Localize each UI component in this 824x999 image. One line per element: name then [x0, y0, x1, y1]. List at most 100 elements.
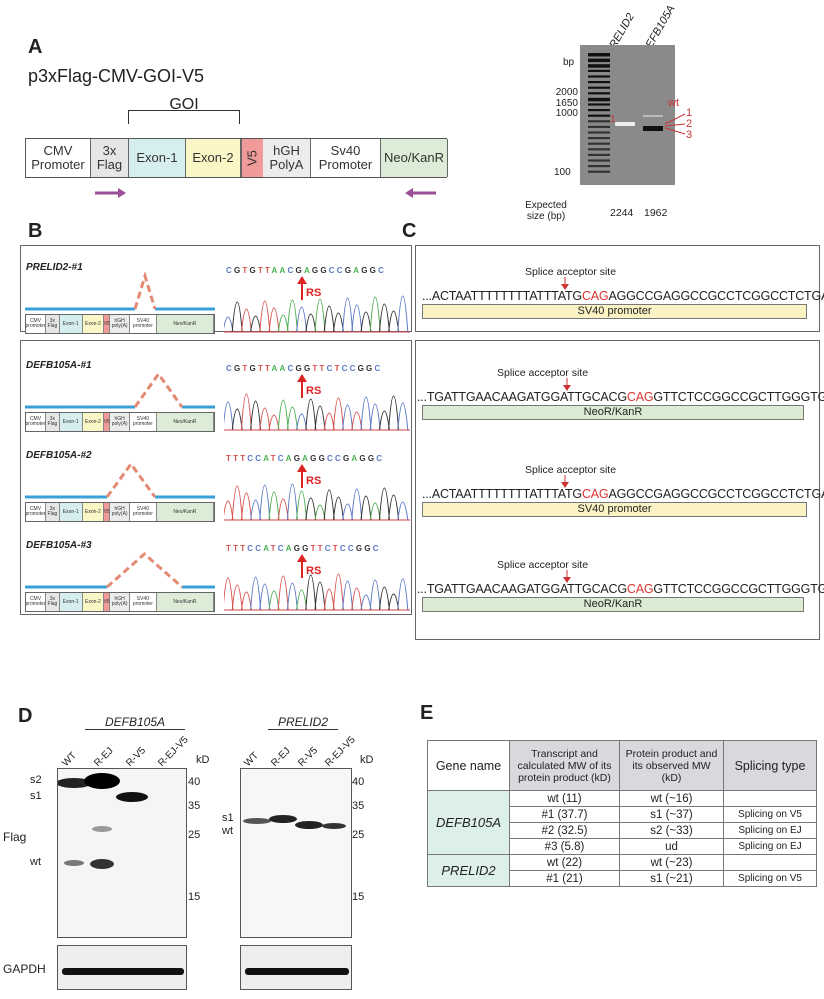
lane-label: R-EJ: [92, 745, 116, 769]
sequence-read: TTTCCATCAGAGGCCGAGGC: [226, 454, 385, 463]
mini-segment: CMV promoter: [26, 593, 46, 611]
band-number-labels: 1 2 3: [686, 107, 693, 141]
mini-construct: CMV promoter 3x Flag Exon-1 Exon-2 V5 hGH pol…: [25, 502, 215, 522]
table-cell: wt (11): [509, 790, 620, 807]
plasmid-title: p3xFlag-CMV-GOI-V5: [28, 66, 205, 86]
cag-motif: CAG: [626, 390, 654, 404]
mini-segment: hGH poly(A): [110, 593, 131, 611]
cag-motif: CAG: [581, 289, 609, 303]
splice-junction-line: [133, 272, 157, 310]
cag-motif: CAG: [626, 582, 654, 596]
mini-segment: V5: [104, 503, 111, 521]
rs-arrow-icon: [297, 276, 307, 300]
acceptor-arrow-icon: [561, 277, 569, 290]
cag-motif: CAG: [581, 487, 609, 501]
mini-segment: Exon-1: [59, 315, 83, 333]
band-s2: s2: [30, 774, 42, 786]
region-bar: NeoR/KanR: [422, 597, 804, 612]
clone-label: DEFB105A-#2: [26, 450, 92, 461]
mini-segment: Exon-1: [59, 413, 83, 431]
table-cell: Splicing on EJ: [723, 838, 817, 855]
sequence-read: CGTGTTAACGGTTCTCCGGC: [226, 364, 383, 373]
sequence-read: CGTGTTAACGAGGCCGAGGC: [226, 266, 387, 275]
mw-marker: 25: [352, 829, 365, 841]
splice-junction-line: [133, 371, 184, 408]
primer-arrows: [95, 188, 436, 198]
mini-segment: SV40 promoter: [130, 503, 157, 521]
lane-label: WT: [60, 750, 79, 769]
table-cell: s1 (~21): [619, 870, 724, 887]
mini-segment: Exon-2: [82, 413, 105, 431]
mini-segment: 3x Flag: [46, 593, 60, 611]
mini-segment: Neo/KanR: [156, 503, 214, 521]
mini-segment: Neo/KanR: [156, 413, 214, 431]
mini-segment: V5: [104, 413, 111, 431]
mini-segment: Exon-2: [82, 593, 105, 611]
genomic-sequence: ...ACTAATTTTTTTTATTTATGCAGAGGCCGAGGCCGCC…: [422, 289, 824, 303]
region-bar: SV40 promoter: [422, 502, 807, 517]
rs-arrow-icon: [297, 554, 307, 578]
splice-acceptor-label: Splice acceptor site: [497, 559, 589, 571]
table-cell: Splicing on V5: [723, 806, 817, 823]
splice-diagram: [25, 371, 215, 409]
table-cell: #3 (5.8): [509, 838, 620, 855]
table-cell: #1 (21): [509, 870, 620, 887]
mini-segment: 3x Flag: [46, 315, 60, 333]
blot-prelid2-gapdh: [240, 945, 352, 990]
mw-marker: 35: [188, 800, 201, 812]
splicing-table: Gene name Transcript and calculated MW o…: [427, 740, 817, 887]
goi-bracket: [128, 110, 240, 124]
mini-construct: CMV promoter 3x Flag Exon-1 Exon-2 V5 hGH pol…: [25, 314, 215, 334]
rs-arrow-icon: [297, 464, 307, 488]
blot-left-gene: DEFB105A: [85, 715, 185, 730]
mini-segment: Exon-2: [82, 503, 105, 521]
mini-segment: Exon-1: [59, 593, 83, 611]
clone-label: DEFB105A-#3: [26, 540, 92, 551]
splice-diagram: [25, 461, 215, 499]
mw-marker: 15: [352, 891, 365, 903]
rs-arrow-icon: [297, 374, 307, 398]
plasmid-map: CMV Promoter 3x Flag Exon-1 Exon-2 V5 hGH Pol…: [25, 138, 448, 178]
gene-cell: PRELID2: [427, 854, 510, 887]
table-row: DEFB105A wt (11) wt (~16): [427, 790, 817, 855]
mini-segment: CMV promoter: [26, 503, 46, 521]
expected-size-label: Expected size (bp): [525, 200, 567, 222]
table-cell: Splicing on EJ: [723, 822, 817, 839]
segment-sv40-promoter: Sv40 Promoter: [311, 139, 381, 177]
splice-acceptor-label: Splice acceptor site: [525, 464, 617, 476]
acceptor-arrow-icon: [563, 378, 571, 391]
mini-segment: Exon-1: [59, 503, 83, 521]
flag-label: Flag: [3, 830, 27, 844]
mini-segment: V5: [104, 315, 111, 333]
blot-defb105a-flag: [57, 768, 187, 938]
band-pointer-lines: [665, 113, 686, 135]
mini-segment: CMV promoter: [26, 413, 46, 431]
gel-marker-100: 100: [554, 167, 571, 178]
lane-label: R-EJ-V5: [156, 734, 191, 769]
chromatogram: [224, 393, 410, 431]
gel-markers: 2000 1650 1000: [555, 87, 578, 119]
region-bar: SV40 promoter: [422, 304, 807, 319]
genomic-sequence: ...TGATTGAACAAGATGGATTGCACGCAGGTTCTCCGGC…: [417, 390, 824, 404]
table-cell: [723, 854, 817, 871]
band-wt-label: wt: [668, 97, 679, 109]
mini-segment: hGH poly(A): [110, 503, 131, 521]
table-cell: wt (~16): [619, 790, 724, 807]
kd-label: kD: [196, 754, 210, 766]
blot-right-gene: PRELID2: [268, 715, 338, 730]
mini-segment: Neo/KanR: [156, 315, 214, 333]
acceptor-arrow-icon: [561, 475, 569, 488]
chromatogram: [224, 295, 410, 333]
mini-segment: CMV promoter: [26, 315, 46, 333]
goi-label: GOI: [169, 96, 199, 113]
table-cell: #1 (37.7): [509, 806, 620, 823]
table-cell: Splicing on V5: [723, 870, 817, 887]
mini-segment: SV40 promoter: [130, 413, 157, 431]
sequence-read: TTTCCATCAGGTTCTCCGGC: [226, 544, 381, 553]
rs-label: RS: [306, 385, 322, 397]
panel-c-box-prelid2: [415, 245, 820, 332]
forward-primer-icon: [95, 188, 126, 198]
table-row: #1 (21) s1 (~21) Splicing on V5: [428, 870, 817, 887]
panel-b-box-defb105a: [20, 340, 412, 615]
panel-e-label: E: [420, 702, 434, 724]
